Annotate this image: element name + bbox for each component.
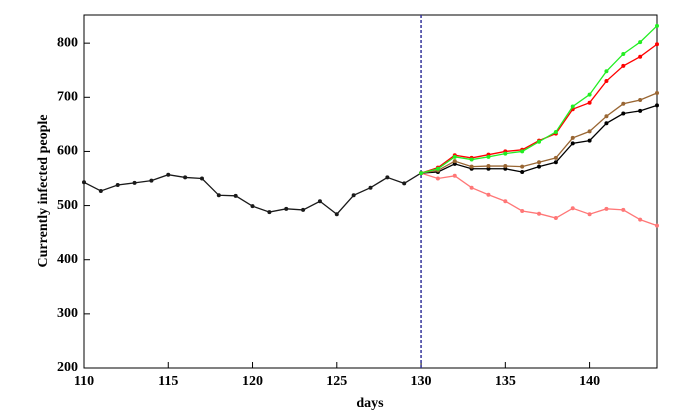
data-point: [604, 69, 609, 74]
data-point: [621, 63, 626, 68]
data-point: [604, 79, 609, 84]
data-point: [638, 54, 643, 59]
data-point: [115, 183, 120, 188]
data-point: [166, 172, 171, 177]
y-tick-label: 300: [57, 306, 78, 321]
data-point: [435, 176, 440, 181]
x-tick-label: 120: [242, 374, 263, 389]
data-point: [638, 98, 643, 103]
data-point: [469, 157, 474, 162]
x-tick-label: 140: [579, 374, 600, 389]
y-tick-label: 500: [57, 198, 78, 213]
data-point: [604, 206, 609, 211]
data-point: [537, 139, 542, 144]
data-point: [570, 141, 575, 146]
data-point: [638, 217, 643, 222]
data-point: [655, 42, 659, 47]
data-point: [553, 155, 558, 160]
data-point: [520, 164, 525, 169]
data-point: [553, 160, 558, 165]
data-point: [655, 103, 659, 108]
data-point: [385, 175, 390, 180]
data-point: [82, 180, 86, 185]
data-point: [351, 193, 356, 198]
data-point: [452, 159, 457, 164]
data-point: [553, 129, 558, 134]
data-point: [587, 92, 592, 97]
data-point: [469, 164, 474, 169]
data-point: [402, 181, 407, 186]
series-line: [420, 25, 658, 174]
data-point: [655, 23, 659, 28]
data-point: [452, 154, 457, 159]
data-point: [520, 208, 525, 213]
data-point: [132, 180, 137, 185]
y-tick-label: 200: [57, 360, 78, 375]
data-point: [183, 175, 188, 180]
data-point: [98, 188, 103, 193]
data-point: [587, 129, 592, 134]
data-point: [537, 160, 542, 165]
data-point: [655, 90, 659, 95]
data-point: [638, 108, 643, 113]
x-tick-label: 130: [411, 374, 432, 389]
series-line: [420, 172, 658, 227]
data-point: [587, 100, 592, 105]
data-point: [503, 199, 508, 204]
data-point: [503, 164, 508, 169]
data-point: [435, 166, 440, 171]
data-point: [570, 206, 575, 211]
data-point: [250, 204, 255, 209]
data-point: [486, 164, 491, 169]
data-point: [570, 135, 575, 140]
data-point: [317, 199, 322, 204]
data-point: [587, 138, 592, 143]
y-tick-label: 600: [57, 144, 78, 159]
data-point: [621, 101, 626, 106]
x-axis-label: days: [356, 396, 384, 411]
data-point: [368, 185, 373, 190]
data-point: [553, 216, 558, 221]
data-point: [149, 178, 154, 183]
data-point: [419, 171, 424, 176]
series-line: [420, 43, 658, 174]
data-point: [655, 223, 659, 228]
data-point: [334, 212, 339, 217]
data-point: [604, 114, 609, 119]
data-point: [621, 207, 626, 212]
data-point: [452, 173, 457, 178]
data-point: [486, 154, 491, 159]
data-point: [486, 192, 491, 197]
data-point: [267, 210, 272, 215]
data-point: [503, 151, 508, 156]
data-point: [469, 185, 474, 190]
y-tick-label: 400: [57, 252, 78, 267]
data-point: [301, 207, 306, 212]
data-point: [621, 111, 626, 116]
data-point: [216, 193, 221, 198]
data-point: [638, 40, 643, 45]
data-point: [570, 104, 575, 109]
x-tick-label: 125: [326, 374, 347, 389]
data-point: [537, 211, 542, 216]
x-tick-label: 110: [74, 374, 94, 389]
x-tick-label: 135: [495, 374, 516, 389]
data-point: [199, 176, 204, 181]
data-point: [604, 121, 609, 126]
data-point: [621, 51, 626, 56]
y-tick-label: 700: [57, 90, 78, 105]
data-point: [537, 164, 542, 169]
data-point: [284, 206, 289, 211]
plot-frame: [83, 14, 658, 369]
y-axis-label: Currently infected people: [36, 115, 51, 268]
data-point: [233, 193, 238, 198]
data-point: [520, 149, 525, 154]
y-tick-label: 800: [57, 35, 78, 50]
x-tick-label: 115: [158, 374, 178, 389]
data-point: [587, 212, 592, 217]
data-point: [520, 170, 525, 175]
